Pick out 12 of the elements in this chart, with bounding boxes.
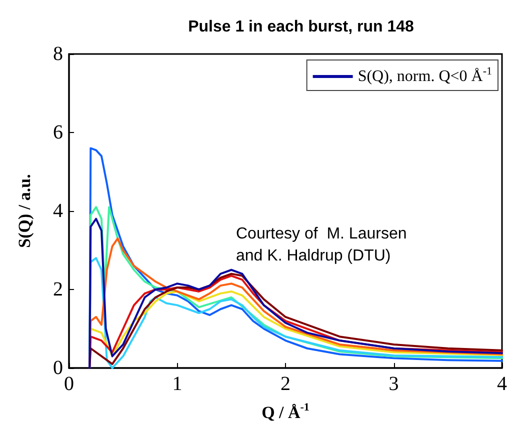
y-tick-label: 8: [53, 43, 63, 65]
x-tick-label: 3: [388, 373, 399, 395]
chart-title: Pulse 1 in each burst, run 148: [188, 18, 414, 36]
y-tick-label: 4: [53, 200, 63, 222]
x-tick-label: 2: [280, 373, 290, 395]
y-axis-title: S(Q) / a.u.: [15, 174, 34, 248]
x-tick-label: 1: [172, 373, 182, 395]
y-tick-label: 0: [53, 357, 63, 379]
x-tick-label: 4: [497, 373, 507, 395]
y-tick-label: 6: [53, 122, 63, 144]
annotation: Courtesy of M. Laursen and K. Haldrup (DTU): [236, 226, 407, 264]
y-tick-label: 2: [53, 278, 63, 300]
